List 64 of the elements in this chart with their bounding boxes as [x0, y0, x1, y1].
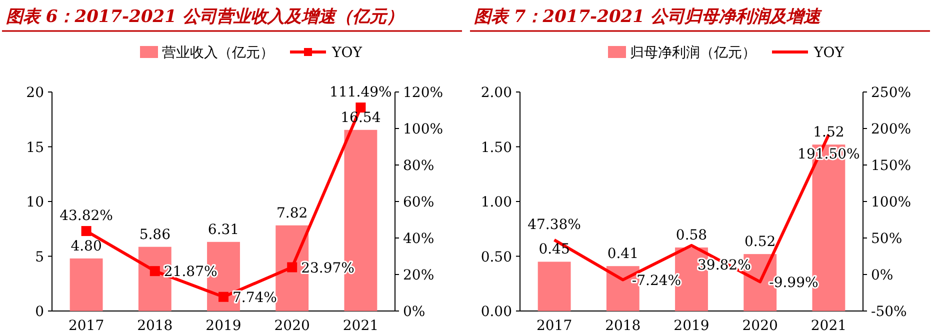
bar	[70, 258, 103, 311]
point	[150, 266, 160, 276]
data-label: -7.24%	[632, 272, 682, 289]
y-tick-label: 0.00	[480, 304, 512, 320]
data-label: 43.82%	[60, 208, 113, 224]
data-label: 21.87%	[164, 264, 218, 280]
data-label: -9.99%	[769, 274, 818, 291]
chart-title: 图表 6：2017-2021 公司营业收入及增速（亿元）	[6, 7, 404, 27]
data-label: 0.41	[607, 246, 638, 262]
y2-tick-label: 80%	[403, 158, 434, 174]
point	[218, 292, 228, 302]
legend-label: YOY	[331, 45, 363, 61]
y2-tick-label: 150%	[871, 158, 912, 174]
data-label: 7.74%	[232, 290, 277, 306]
x-tick-label: 2020	[274, 318, 310, 334]
data-label: 7.82	[276, 205, 308, 222]
x-tick-label: 2021	[342, 318, 379, 334]
data-label: 4.80	[70, 238, 102, 254]
y-tick-label: 10	[26, 194, 44, 210]
data-label: 191.50%	[798, 146, 860, 163]
legend-label: 归母净利润（亿元）	[630, 45, 756, 61]
x-tick-label: 2018	[137, 318, 173, 334]
y2-tick-label: -50%	[871, 304, 907, 320]
y-tick-label: 5	[35, 249, 44, 266]
y2-tick-label: 20%	[403, 268, 434, 284]
point	[81, 226, 92, 236]
y2-tick-label: 60%	[403, 194, 434, 210]
data-label: 23.97%	[301, 260, 354, 276]
data-label: 111.49%	[330, 84, 392, 101]
x-tick-label: 2018	[605, 318, 641, 334]
point	[287, 262, 298, 272]
legend-label: 营业收入（亿元）	[162, 45, 274, 61]
y-tick-label: 1.00	[480, 194, 512, 210]
y-tick-label: 0.50	[480, 249, 512, 266]
y-tick-label: 1.50	[480, 140, 512, 156]
data-label: 47.38%	[528, 216, 581, 233]
y-tick-label: 15	[26, 140, 44, 156]
y2-tick-label: 250%	[871, 85, 912, 101]
data-label: 0.58	[676, 227, 708, 244]
y2-tick-label: 120%	[403, 85, 444, 101]
y2-tick-label: 100%	[871, 194, 912, 210]
y2-tick-label: 50%	[871, 231, 902, 247]
y-tick-label: 2.00	[480, 85, 512, 101]
bar	[538, 262, 571, 311]
data-label: 6.31	[208, 222, 240, 238]
data-label: 5.86	[139, 226, 171, 243]
y2-tick-label: 100%	[403, 122, 444, 138]
y-tick-label: 0	[35, 304, 44, 320]
y2-tick-label: 200%	[871, 122, 912, 138]
data-label: 0.52	[744, 234, 776, 250]
legend-label: YOY	[813, 45, 845, 61]
x-tick-label: 2017	[68, 318, 104, 334]
x-tick-label: 2019	[674, 318, 710, 334]
chart-title: 图表 7：2017-2021 公司归母净利润及增速	[474, 7, 822, 27]
x-tick-label: 2017	[536, 318, 572, 334]
x-tick-label: 2020	[742, 318, 778, 334]
y2-tick-label: 0%	[871, 268, 894, 284]
data-label: 1.52	[813, 124, 844, 141]
y2-tick-label: 0%	[403, 304, 426, 320]
x-tick-label: 2019	[206, 318, 242, 334]
x-tick-label: 2021	[810, 318, 847, 334]
y2-tick-label: 40%	[403, 231, 434, 247]
y-tick-label: 20	[26, 85, 44, 101]
data-label: 0.45	[538, 242, 570, 258]
